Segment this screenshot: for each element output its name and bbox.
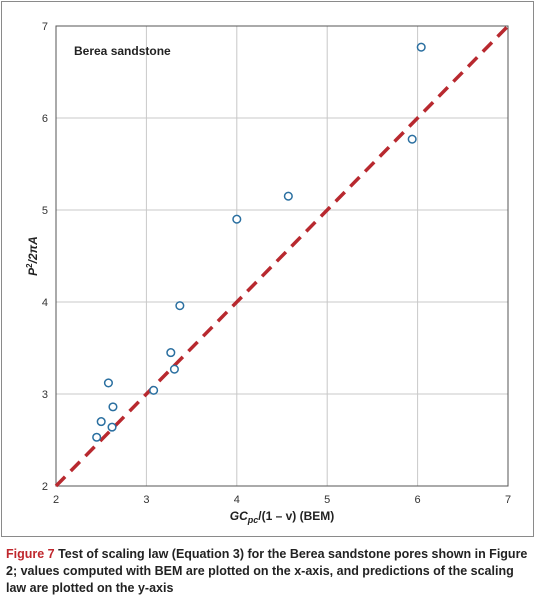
figure-frame — [1, 1, 534, 537]
data-point-1 — [96, 417, 106, 427]
x-axis-label-rest: /(1 – v) (BEM) — [258, 509, 334, 523]
x-tick-label-0: 2 — [53, 494, 59, 506]
x-axis-label-sub: pc — [247, 515, 259, 525]
data-point-12 — [416, 42, 426, 52]
data-point-8 — [175, 301, 185, 311]
y-tick-label-1: 3 — [42, 389, 48, 401]
x-tick-label-4: 6 — [415, 494, 421, 506]
x-tick-label-1: 3 — [143, 494, 149, 506]
y-tick-label-0: 2 — [42, 481, 48, 493]
data-point-4 — [108, 402, 118, 412]
data-point-10 — [283, 191, 293, 201]
x-tick-label-2: 4 — [234, 494, 240, 506]
y-axis-label: P2/2πA — [25, 236, 40, 276]
plot-area-border — [55, 25, 509, 487]
y-axis-label-sup: 2 — [25, 263, 34, 268]
data-point-0 — [92, 432, 102, 442]
y-tick-label-3: 5 — [42, 205, 48, 217]
chart-annotation: Berea sandstone — [74, 44, 171, 58]
reference-line-group — [54, 24, 510, 488]
reference-line — [54, 24, 510, 488]
y-tick-label-5: 7 — [42, 21, 48, 33]
caption-text: Test of scaling law (Equation 3) for the… — [6, 547, 528, 595]
data-point-6 — [166, 348, 176, 358]
grid-lines — [56, 26, 508, 486]
y-tick-labels: 2 3 4 5 6 7 — [42, 21, 48, 493]
data-point-5 — [149, 385, 159, 395]
x-tick-label-3: 5 — [324, 494, 330, 506]
figure-caption: Figure 7 Test of scaling law (Equation 3… — [6, 546, 532, 597]
y-tick-label-2: 4 — [42, 297, 48, 309]
x-axis-label: GCpc/(1 – v) (BEM) — [230, 509, 335, 525]
y-axis-label-rest: /2πA — [26, 236, 40, 264]
data-point-3 — [107, 422, 117, 432]
y-axis-label-main: P — [26, 267, 40, 276]
data-point-9 — [232, 214, 242, 224]
figure-label: Figure 7 — [6, 547, 55, 561]
data-point-11 — [407, 134, 417, 144]
data-point-2 — [103, 378, 113, 388]
y-tick-label-4: 6 — [42, 113, 48, 125]
x-tick-label-5: 7 — [505, 494, 511, 506]
data-point-7 — [169, 364, 179, 374]
x-axis-label-main: GC — [230, 509, 248, 523]
scatter-chart: 2 3 4 5 6 7 2 3 4 5 6 7 Berea sandstone GCpc/(1 – … — [25, 21, 511, 525]
x-tick-labels: 2 3 4 5 6 7 — [53, 494, 511, 506]
data-points — [92, 42, 426, 442]
